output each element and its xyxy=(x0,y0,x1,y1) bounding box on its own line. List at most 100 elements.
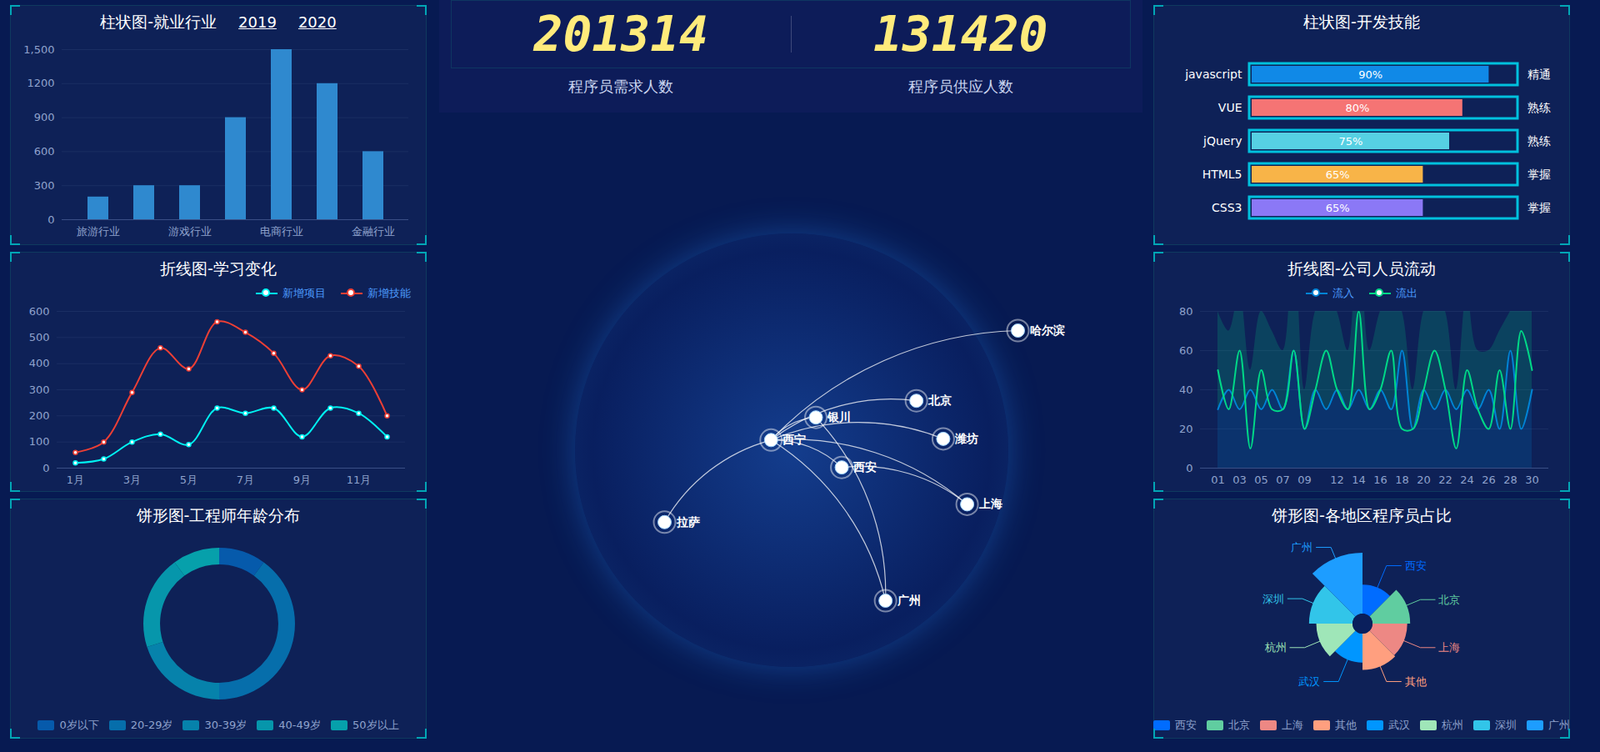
svg-text:上海: 上海 xyxy=(1438,640,1460,654)
svg-text:600: 600 xyxy=(29,305,50,318)
html-text:饼形图-各地区程序员占比: 饼形图-各地区程序员占比 xyxy=(1271,505,1452,525)
html-text:北京: 北京 xyxy=(1228,718,1250,731)
svg-text:300: 300 xyxy=(34,179,55,192)
svg-text:400: 400 xyxy=(29,356,50,370)
svg-text:03: 03 xyxy=(1232,473,1247,486)
svg-text:精通: 精通 xyxy=(1527,67,1551,81)
svg-text:北京: 北京 xyxy=(1438,593,1460,606)
svg-text:11月: 11月 xyxy=(346,473,372,486)
html-text:流出: 流出 xyxy=(1395,286,1418,300)
svg-text:其他: 其他 xyxy=(1405,675,1427,688)
svg-text:600: 600 xyxy=(34,145,55,158)
svg-text:20: 20 xyxy=(1416,473,1431,486)
svg-text:金融行业: 金融行业 xyxy=(351,225,395,238)
svg-text:电商行业: 电商行业 xyxy=(260,225,304,238)
svg-text:22: 22 xyxy=(1438,473,1453,486)
html-text:流入: 流入 xyxy=(1332,286,1355,300)
html-text:2020: 2020 xyxy=(298,13,337,31)
svg-text:24: 24 xyxy=(1460,473,1475,486)
svg-text:80%: 80% xyxy=(1345,101,1370,115)
html-text:新增项目: 新增项目 xyxy=(282,286,326,300)
html-text:柱状图-就业行业: 柱状图-就业行业 xyxy=(100,12,217,31)
svg-text:40: 40 xyxy=(1179,383,1194,396)
svg-text:18: 18 xyxy=(1395,473,1410,486)
svg-text:900: 900 xyxy=(34,110,55,124)
svg-text:16: 16 xyxy=(1373,473,1388,486)
html-text:50岁以上: 50岁以上 xyxy=(352,718,399,731)
svg-text:65%: 65% xyxy=(1325,168,1350,181)
svg-text:75%: 75% xyxy=(1339,135,1364,148)
svg-text:杭州: 杭州 xyxy=(1264,640,1287,654)
html-text:饼形图-工程师年龄分布: 饼形图-工程师年龄分布 xyxy=(136,505,301,525)
svg-text:500: 500 xyxy=(29,330,50,344)
html-text:40-49岁: 40-49岁 xyxy=(278,718,321,731)
html-text:程序员供应人数: 程序员供应人数 xyxy=(908,77,1014,95)
svg-text:深圳: 深圳 xyxy=(1262,592,1285,605)
svg-text:80: 80 xyxy=(1179,305,1194,318)
svg-text:07: 07 xyxy=(1275,473,1290,486)
svg-text:300: 300 xyxy=(29,383,50,396)
html-text:2019: 2019 xyxy=(238,13,277,31)
svg-text:60: 60 xyxy=(1179,344,1194,357)
svg-text:65%: 65% xyxy=(1325,201,1350,215)
html-text:西安: 西安 xyxy=(1175,718,1197,731)
svg-text:30: 30 xyxy=(1525,473,1540,486)
svg-text:0: 0 xyxy=(1185,461,1193,475)
html-text:0岁以下: 0岁以下 xyxy=(59,718,99,731)
svg-text:熟练: 熟练 xyxy=(1527,100,1551,115)
svg-text:26: 26 xyxy=(1481,473,1496,486)
svg-text:广州: 广州 xyxy=(896,593,921,607)
svg-text:掌握: 掌握 xyxy=(1527,200,1551,215)
svg-text:jQuery: jQuery xyxy=(1202,134,1242,148)
svg-text:银川: 银川 xyxy=(826,410,851,424)
html-text:其他: 其他 xyxy=(1335,718,1357,731)
svg-text:北京: 北京 xyxy=(927,393,952,407)
svg-text:HTML5: HTML5 xyxy=(1202,167,1243,181)
svg-text:javascript: javascript xyxy=(1184,67,1243,81)
svg-text:广州: 广州 xyxy=(1290,540,1313,554)
html-text:30-39岁: 30-39岁 xyxy=(204,718,247,731)
html-text:131420: 131420 xyxy=(873,5,1048,63)
svg-text:3月: 3月 xyxy=(123,473,141,486)
svg-text:西安: 西安 xyxy=(1405,559,1427,572)
svg-text:12: 12 xyxy=(1330,473,1345,486)
svg-text:西安: 西安 xyxy=(852,460,877,474)
svg-text:0: 0 xyxy=(42,461,50,475)
svg-text:武汉: 武汉 xyxy=(1298,675,1320,688)
svg-text:旅游行业: 旅游行业 xyxy=(76,225,120,238)
svg-text:9月: 9月 xyxy=(293,473,311,486)
svg-text:90%: 90% xyxy=(1358,68,1383,81)
svg-text:CSS3: CSS3 xyxy=(1211,200,1242,215)
html-text:折线图-学习变化: 折线图-学习变化 xyxy=(160,259,277,278)
svg-text:拉萨: 拉萨 xyxy=(675,515,700,529)
html-text:柱状图-开发技能: 柱状图-开发技能 xyxy=(1303,12,1420,31)
svg-text:熟练: 熟练 xyxy=(1527,134,1551,148)
svg-text:0: 0 xyxy=(47,213,55,226)
html-text:上海: 上海 xyxy=(1281,718,1304,731)
svg-text:14: 14 xyxy=(1351,473,1366,486)
svg-text:1200: 1200 xyxy=(26,76,55,90)
svg-text:哈尔滨: 哈尔滨 xyxy=(1030,323,1065,337)
svg-text:上海: 上海 xyxy=(978,496,1003,510)
svg-text:28: 28 xyxy=(1503,473,1518,486)
svg-text:200: 200 xyxy=(29,409,50,422)
svg-text:1月: 1月 xyxy=(66,473,85,486)
svg-text:7月: 7月 xyxy=(236,473,255,486)
svg-text:20: 20 xyxy=(1179,422,1194,435)
svg-text:01: 01 xyxy=(1210,473,1225,486)
svg-text:05: 05 xyxy=(1254,473,1269,486)
svg-text:09: 09 xyxy=(1297,473,1312,486)
html-text:20-29岁: 20-29岁 xyxy=(130,718,173,731)
svg-text:游戏行业: 游戏行业 xyxy=(168,225,212,238)
svg-text:掌握: 掌握 xyxy=(1527,167,1551,181)
svg-text:1,500: 1,500 xyxy=(23,43,55,56)
html-text:程序员需求人数: 程序员需求人数 xyxy=(568,77,674,95)
svg-text:5月: 5月 xyxy=(180,473,198,486)
svg-text:100: 100 xyxy=(29,435,50,448)
svg-text:西宁: 西宁 xyxy=(781,432,806,446)
html-text:201314: 201314 xyxy=(533,5,709,63)
svg-text:潍坊: 潍坊 xyxy=(954,431,979,445)
svg-text:VUE: VUE xyxy=(1218,100,1243,115)
html-text:新增技能: 新增技能 xyxy=(367,286,411,300)
html-text:折线图-公司人员流动: 折线图-公司人员流动 xyxy=(1287,259,1436,278)
